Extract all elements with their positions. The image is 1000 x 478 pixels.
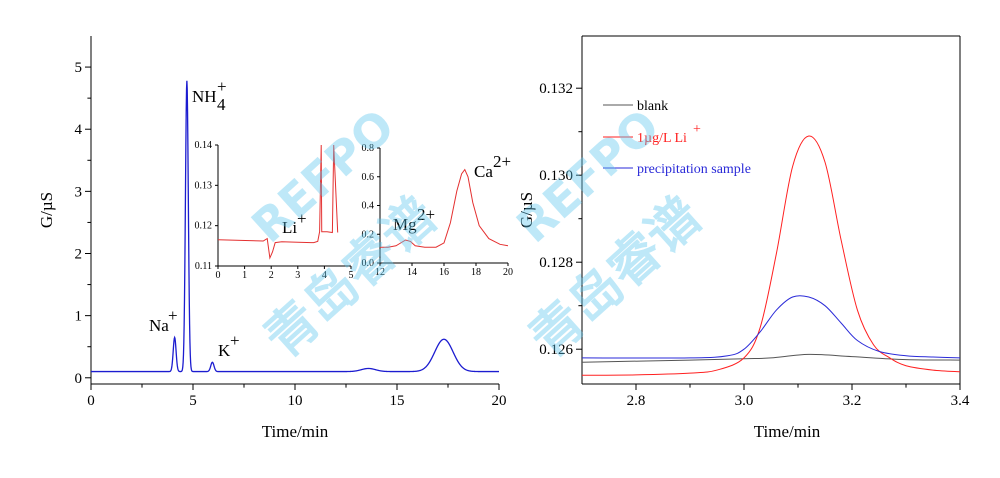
right-axes: 2.8 3.0 3.2 3.4 0.126 0.128 0.130 0.132 bbox=[539, 35, 970, 409]
left-y-axis-title: G/µS bbox=[37, 192, 56, 228]
inset-li-y-tick-label: 0.14 bbox=[195, 140, 213, 151]
inset-li-line bbox=[217, 144, 339, 260]
inset-li-y-tick-label: 0.12 bbox=[195, 221, 213, 232]
right-x-axis-title: Time/min bbox=[754, 422, 821, 441]
inset-mg-ca-x-tick-label: 12 bbox=[375, 267, 385, 278]
right-y-axis-title: G/µS bbox=[517, 192, 536, 228]
inset-li-x-tick-label: 5 bbox=[349, 270, 354, 281]
left-y-tick-label: 0 bbox=[75, 371, 83, 387]
peak-label-k-text: K bbox=[218, 341, 231, 360]
right-x-tick-label: 3.0 bbox=[735, 393, 754, 409]
left-x-tick-label: 20 bbox=[492, 393, 507, 409]
peak-label-na: Na + bbox=[149, 306, 178, 335]
left-y-tick-label: 5 bbox=[75, 60, 83, 76]
legend-item-blank: blank bbox=[603, 99, 668, 114]
peak-label-nh4: NH + 4 bbox=[192, 77, 227, 114]
right-x-tick-label: 3.2 bbox=[843, 393, 862, 409]
peak-label-nh4-text: NH bbox=[192, 87, 217, 106]
inset-mg-ca-line bbox=[380, 168, 509, 248]
left-y-tick-label: 2 bbox=[75, 247, 83, 263]
inset-mg-ca-y-tick-label: 0.2 bbox=[362, 229, 375, 240]
legend-item-li-standard: 1µg/L Li + bbox=[603, 122, 701, 146]
watermark-left: REFPO 青岛睿谱 bbox=[241, 99, 448, 370]
right-y-tick-label: 0.126 bbox=[539, 342, 573, 358]
left-x-tick-label: 10 bbox=[288, 393, 303, 409]
right-chart: 2.8 3.0 3.2 3.4 0.126 0.128 0.130 0.132 Time/mi… bbox=[517, 35, 970, 441]
left-y-tick-label: 3 bbox=[75, 184, 83, 200]
peak-label-mg-charge: 2+ bbox=[417, 205, 435, 224]
peak-label-na-text: Na bbox=[149, 316, 169, 335]
right-series-blank-line bbox=[582, 353, 960, 363]
inset-li-x-tick-label: 1 bbox=[242, 270, 247, 281]
left-x-axis-title: Time/min bbox=[262, 422, 329, 441]
legend-label-precipitation-sample: precipitation sample bbox=[637, 162, 751, 177]
inset-li-x-tick-label: 2 bbox=[269, 270, 274, 281]
right-series-precipitation-sample-line bbox=[582, 295, 960, 359]
inset-mg-ca-chart: 12 14 16 18 20 0.0 0.2 0.4 0.6 0.8 Mg 2+ Ca 2+ bbox=[362, 143, 514, 278]
inset-mg-ca-x-tick-label: 20 bbox=[503, 267, 513, 278]
right-series-li-standard-line bbox=[582, 135, 960, 376]
main-chromatogram-line bbox=[91, 80, 499, 373]
inset-mg-ca-x-tick-label: 16 bbox=[439, 267, 449, 278]
inset-mg-ca-x-tick-label: 18 bbox=[471, 267, 481, 278]
legend: blank 1µg/L Li + precipitation sample bbox=[603, 99, 751, 177]
peak-label-nh4-charge: + bbox=[217, 77, 227, 96]
inset-mg-ca-y-tick-label: 0.8 bbox=[362, 143, 375, 154]
inset-li-x-tick-label: 4 bbox=[322, 270, 327, 281]
right-series-group bbox=[582, 135, 960, 376]
peak-label-nh4-subscript: 4 bbox=[217, 95, 226, 114]
peak-label-k: K + bbox=[218, 331, 240, 360]
legend-label-blank: blank bbox=[637, 99, 668, 114]
legend-label-li-charge: + bbox=[693, 122, 701, 137]
inset-li-x-tick-label: 0 bbox=[216, 270, 221, 281]
right-y-tick-label: 0.132 bbox=[539, 81, 573, 97]
inset-li-y-tick-label: 0.13 bbox=[195, 180, 213, 191]
legend-item-precipitation-sample: precipitation sample bbox=[603, 162, 751, 177]
left-x-tick-label: 15 bbox=[390, 393, 405, 409]
right-y-tick-label: 0.128 bbox=[539, 255, 573, 271]
peak-label-mg-text: Mg bbox=[393, 215, 417, 234]
peak-label-ca-charge: 2+ bbox=[493, 152, 511, 171]
peak-label-na-charge: + bbox=[168, 306, 178, 325]
peak-label-k-charge: + bbox=[230, 331, 240, 350]
peak-label-li-charge: + bbox=[297, 209, 307, 228]
left-y-tick-label: 4 bbox=[75, 122, 83, 138]
right-x-tick-label: 2.8 bbox=[627, 393, 646, 409]
right-y-tick-label: 0.130 bbox=[539, 168, 573, 184]
inset-li-chart: 0 1 2 3 4 5 0.11 0.12 0.13 0.14 Li + bbox=[195, 140, 354, 281]
inset-mg-ca-axes: 12 14 16 18 20 0.0 0.2 0.4 0.6 0.8 bbox=[362, 143, 514, 278]
legend-label-li-standard: 1µg/L Li bbox=[637, 131, 687, 146]
peak-label-li-text: Li bbox=[282, 218, 297, 237]
left-y-tick-label: 1 bbox=[75, 309, 83, 325]
inset-mg-ca-x-tick-label: 14 bbox=[407, 267, 417, 278]
peak-label-ca-text: Ca bbox=[474, 162, 493, 181]
left-x-tick-label: 5 bbox=[189, 393, 197, 409]
inset-li-y-tick-label: 0.11 bbox=[195, 261, 212, 272]
inset-li-x-tick-label: 3 bbox=[295, 270, 300, 281]
inset-mg-ca-y-tick-label: 0.6 bbox=[362, 172, 375, 183]
inset-mg-ca-y-tick-label: 0.0 bbox=[362, 258, 375, 269]
left-x-tick-label: 0 bbox=[87, 393, 95, 409]
inset-mg-ca-y-tick-label: 0.4 bbox=[362, 201, 375, 212]
inset-li-axes: 0 1 2 3 4 5 0.11 0.12 0.13 0.14 bbox=[195, 140, 354, 281]
right-x-tick-label: 3.4 bbox=[951, 393, 970, 409]
